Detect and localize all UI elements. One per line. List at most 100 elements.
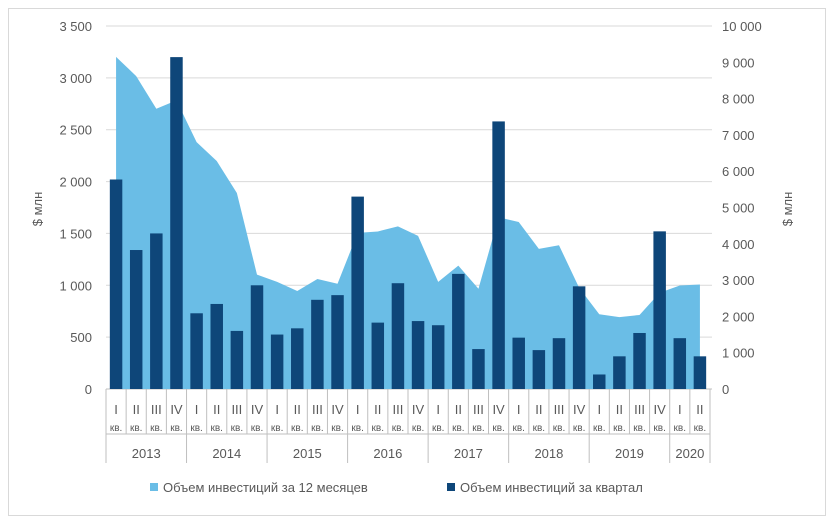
- quarter-suffix-label: кв.: [492, 423, 504, 434]
- quarter-suffix-label: кв.: [512, 423, 524, 434]
- quarter-label: IV: [170, 402, 183, 417]
- bar-series-layer: [109, 57, 707, 389]
- right-tick-label: 2 000: [722, 309, 755, 324]
- quarter-label: I: [356, 402, 360, 417]
- right-tick-label: 4 000: [722, 237, 755, 252]
- year-label: 2013: [132, 446, 161, 461]
- right-tick-label: 8 000: [722, 92, 755, 107]
- bar-quarter: [150, 233, 163, 389]
- legend-swatch-12m: [150, 483, 158, 491]
- quarter-suffix-label: кв.: [372, 423, 384, 434]
- bar-quarter: [411, 321, 425, 389]
- right-tick-label: 0: [722, 382, 729, 397]
- right-tick-label: 5 000: [722, 201, 755, 216]
- bar-quarter: [431, 325, 445, 389]
- year-label: 2017: [454, 446, 483, 461]
- right-tick-label: 3 000: [722, 273, 755, 288]
- bar-quarter: [512, 337, 525, 389]
- quarter-suffix-label: кв.: [331, 423, 343, 434]
- area-12-months: [116, 56, 700, 389]
- year-label: 2019: [615, 446, 644, 461]
- bar-quarter: [593, 374, 606, 389]
- bar-quarter: [391, 283, 405, 389]
- legend-label-quarter: Объем инвестиций за квартал: [460, 480, 643, 495]
- category-axis: Iкв.IIкв.IIIкв.IVкв.2013Iкв.IIкв.IIIкв.I…: [105, 389, 711, 463]
- quarter-suffix-label: кв.: [593, 423, 605, 434]
- bar-quarter: [190, 313, 203, 389]
- legend: Объем инвестиций за 12 месяцев Объем инв…: [150, 480, 643, 495]
- quarter-suffix-label: кв.: [653, 423, 665, 434]
- quarter-suffix-label: кв.: [170, 423, 182, 434]
- quarter-suffix-label: кв.: [150, 423, 162, 434]
- bar-quarter: [230, 330, 244, 389]
- quarter-label: II: [696, 402, 703, 417]
- bar-quarter: [472, 349, 485, 389]
- quarter-suffix-label: кв.: [251, 423, 263, 434]
- quarter-label: II: [294, 402, 301, 417]
- right-tick-label: 7 000: [722, 128, 755, 143]
- left-tick-label: 2 500: [59, 123, 92, 138]
- quarter-label: II: [616, 402, 623, 417]
- quarter-suffix-label: кв.: [231, 423, 243, 434]
- quarter-label: III: [634, 402, 645, 417]
- right-tick-label: 6 000: [722, 164, 755, 179]
- bar-quarter: [613, 356, 626, 389]
- quarter-label: III: [231, 402, 242, 417]
- bar-quarter: [109, 179, 123, 389]
- year-label: 2016: [373, 446, 402, 461]
- quarter-label: IV: [251, 402, 264, 417]
- quarter-label: IV: [654, 402, 667, 417]
- quarter-suffix-label: кв.: [674, 423, 686, 434]
- quarter-suffix-label: кв.: [432, 423, 444, 434]
- quarter-suffix-label: кв.: [613, 423, 625, 434]
- bar-quarter: [210, 303, 223, 389]
- year-label: 2018: [534, 446, 563, 461]
- bar-quarter: [532, 350, 546, 389]
- quarter-suffix-label: кв.: [633, 423, 645, 434]
- year-label: 2015: [293, 446, 322, 461]
- quarter-label: IV: [331, 402, 344, 417]
- quarter-label: III: [312, 402, 323, 417]
- quarter-label: II: [133, 402, 140, 417]
- bar-quarter: [331, 295, 344, 389]
- quarter-label: III: [393, 402, 404, 417]
- bar-quarter: [653, 231, 666, 389]
- quarter-suffix-label: кв.: [452, 423, 464, 434]
- bar-quarter: [351, 196, 364, 389]
- quarter-suffix-label: кв.: [291, 423, 303, 434]
- left-axis-ticks: 0 500 1 000 1 500 2 000 2 500 3 000 3 500: [59, 19, 92, 397]
- quarter-suffix-label: кв.: [533, 423, 545, 434]
- quarter-suffix-label: кв.: [573, 423, 585, 434]
- quarter-suffix-label: кв.: [694, 423, 706, 434]
- right-axis-title: $ млн: [780, 192, 795, 227]
- quarter-label: II: [455, 402, 462, 417]
- left-tick-label: 1 500: [59, 226, 92, 241]
- quarter-label: II: [213, 402, 220, 417]
- quarter-label: I: [195, 402, 199, 417]
- left-tick-label: 3 000: [59, 71, 92, 86]
- left-axis-title: $ млн: [30, 192, 45, 227]
- quarter-suffix-label: кв.: [210, 423, 222, 434]
- quarter-suffix-label: кв.: [271, 423, 283, 434]
- quarter-label: III: [554, 402, 565, 417]
- bar-quarter: [633, 332, 646, 389]
- quarter-label: III: [473, 402, 484, 417]
- bar-quarter: [492, 121, 505, 389]
- left-tick-label: 500: [70, 330, 92, 345]
- right-tick-label: 9 000: [722, 55, 755, 70]
- quarter-suffix-label: кв.: [392, 423, 404, 434]
- legend-label-12m: Объем инвестиций за 12 месяцев: [163, 480, 368, 495]
- right-axis-ticks: 0 1 000 2 000 3 000 4 000 5 000 6 000 7 000 8 00…: [722, 19, 762, 397]
- quarter-suffix-label: кв.: [472, 423, 484, 434]
- year-label: 2020: [675, 446, 704, 461]
- left-tick-label: 0: [85, 382, 92, 397]
- quarter-label: I: [597, 402, 601, 417]
- bar-quarter: [673, 338, 687, 389]
- quarter-label: II: [374, 402, 381, 417]
- bar-quarter: [270, 334, 284, 389]
- quarter-label: III: [151, 402, 162, 417]
- bar-quarter: [452, 273, 465, 389]
- left-tick-label: 3 500: [59, 19, 92, 34]
- quarter-label: I: [275, 402, 279, 417]
